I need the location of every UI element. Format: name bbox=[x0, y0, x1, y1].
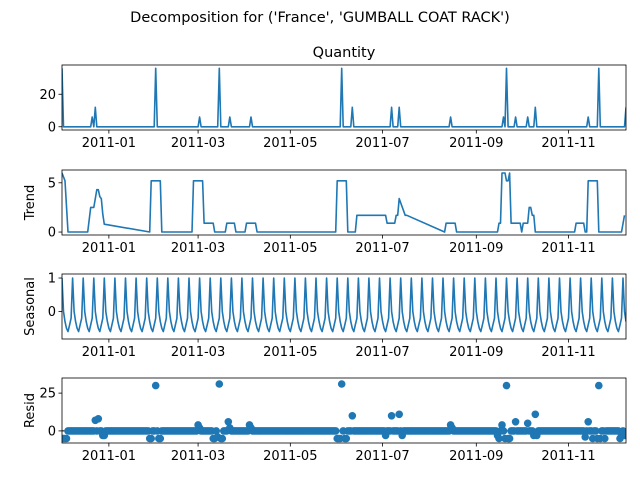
x-tick-label: 2011-09 bbox=[449, 241, 503, 256]
x-tick-label: 2011-01 bbox=[82, 136, 136, 151]
y-tick-label: 0 bbox=[48, 305, 56, 320]
x-tick-label: 2011-07 bbox=[355, 241, 409, 256]
x-tick-label: 2011-05 bbox=[263, 345, 317, 360]
x-tick-label: 2011-07 bbox=[355, 345, 409, 360]
axes-frame bbox=[61, 169, 627, 236]
figure-suptitle: Decomposition for ('France', 'GUMBALL CO… bbox=[130, 10, 510, 26]
resid-point bbox=[595, 381, 603, 390]
panel-3: 0 1 2011-01 2011-03 2011-05 2011-07 2011-09 201… bbox=[23, 272, 627, 360]
y-tick-label: 20 bbox=[39, 88, 56, 103]
y-tick-label: 0 bbox=[48, 120, 56, 135]
x-tick-label: 2011-09 bbox=[449, 345, 503, 360]
resid-point bbox=[337, 380, 346, 388]
x-tick-label: 2011-11 bbox=[541, 449, 595, 464]
resid-point bbox=[499, 427, 508, 435]
x-tick-label: 2011-03 bbox=[171, 136, 225, 151]
panels: 0 20 2011-01 2011-03 2011-05 2011-07 2011-09 20… bbox=[23, 45, 627, 464]
y-axis-label: Resid bbox=[23, 393, 38, 428]
series-line bbox=[62, 277, 626, 333]
resid-point bbox=[215, 380, 224, 388]
plot-area bbox=[62, 380, 626, 443]
resid-point bbox=[523, 419, 532, 428]
y-tick-label: 5 bbox=[48, 176, 56, 191]
x-tick-label: 2011-05 bbox=[263, 241, 317, 256]
y-axis-label: Seasonal bbox=[23, 277, 38, 336]
panel-2: 0 5 2011-01 2011-03 2011-05 2011-07 2011-09 201… bbox=[23, 169, 627, 256]
x-tick-label: 2011-05 bbox=[263, 449, 317, 464]
resid-point bbox=[395, 410, 404, 419]
resid-point bbox=[502, 381, 511, 390]
plot-area bbox=[62, 67, 626, 128]
resid-point bbox=[387, 412, 396, 420]
resid-point bbox=[151, 381, 160, 390]
panel-1: 0 20 2011-01 2011-03 2011-05 2011-07 2011-09 20… bbox=[39, 45, 627, 151]
panel-4: 0 25 2011-01 2011-03 2011-05 2011-07 2011-09 20… bbox=[23, 377, 627, 464]
x-tick-label: 2011-11 bbox=[541, 241, 595, 256]
resid-point bbox=[531, 410, 540, 419]
x-tick-label: 2011-11 bbox=[541, 345, 595, 360]
resid-point bbox=[584, 418, 592, 426]
resid-point bbox=[622, 431, 626, 440]
resid-point bbox=[62, 434, 71, 443]
resid-point bbox=[592, 427, 600, 435]
plot-area bbox=[62, 277, 626, 333]
x-tick-label: 2011-03 bbox=[171, 449, 225, 464]
y-tick-label: 25 bbox=[39, 387, 56, 402]
y-axis-label: Trend bbox=[23, 185, 38, 222]
axes-frame bbox=[61, 64, 627, 131]
resid-point bbox=[511, 418, 520, 426]
x-tick-label: 2011-03 bbox=[171, 241, 225, 256]
y-tick-label: 0 bbox=[48, 226, 56, 241]
resid-point bbox=[218, 434, 227, 443]
resid-point bbox=[505, 434, 514, 443]
x-tick-label: 2011-01 bbox=[82, 449, 136, 464]
resid-point bbox=[498, 421, 506, 429]
series-line bbox=[62, 67, 626, 128]
series-line bbox=[62, 172, 626, 233]
resid-point bbox=[156, 434, 165, 443]
x-tick-label: 2011-07 bbox=[355, 136, 409, 151]
plot-area bbox=[62, 172, 626, 233]
resid-point bbox=[212, 427, 220, 435]
resid-point bbox=[495, 434, 503, 443]
x-tick-label: 2011-03 bbox=[171, 345, 225, 360]
axes-frame bbox=[61, 377, 627, 444]
y-tick-label: 0 bbox=[48, 424, 56, 439]
x-tick-label: 2011-09 bbox=[449, 449, 503, 464]
resid-point bbox=[601, 434, 609, 443]
resid-point bbox=[94, 415, 103, 423]
resid-point bbox=[224, 418, 233, 426]
x-tick-label: 2011-05 bbox=[263, 136, 317, 151]
axes-frame bbox=[61, 273, 627, 340]
resid-point bbox=[147, 434, 155, 443]
x-tick-label: 2011-07 bbox=[355, 449, 409, 464]
resid-point bbox=[331, 427, 340, 435]
x-tick-label: 2011-09 bbox=[449, 136, 503, 151]
x-tick-label: 2011-11 bbox=[541, 136, 595, 151]
resid-point bbox=[581, 433, 589, 441]
panel-title: Quantity bbox=[313, 45, 376, 61]
x-tick-label: 2011-01 bbox=[82, 345, 136, 360]
x-tick-label: 2011-01 bbox=[82, 241, 136, 256]
resid-point bbox=[342, 434, 351, 443]
resid-point bbox=[348, 412, 357, 420]
y-tick-label: 1 bbox=[48, 272, 56, 287]
